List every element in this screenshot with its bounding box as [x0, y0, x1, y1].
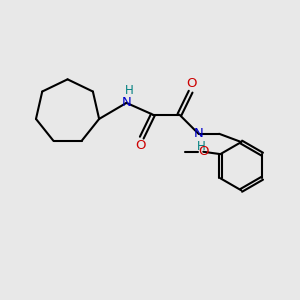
Text: N: N — [194, 127, 203, 140]
Text: O: O — [135, 140, 146, 152]
Text: N: N — [122, 96, 131, 110]
Text: O: O — [198, 145, 208, 158]
Text: H: H — [196, 140, 205, 153]
Text: H: H — [124, 84, 133, 97]
Text: O: O — [187, 77, 197, 90]
